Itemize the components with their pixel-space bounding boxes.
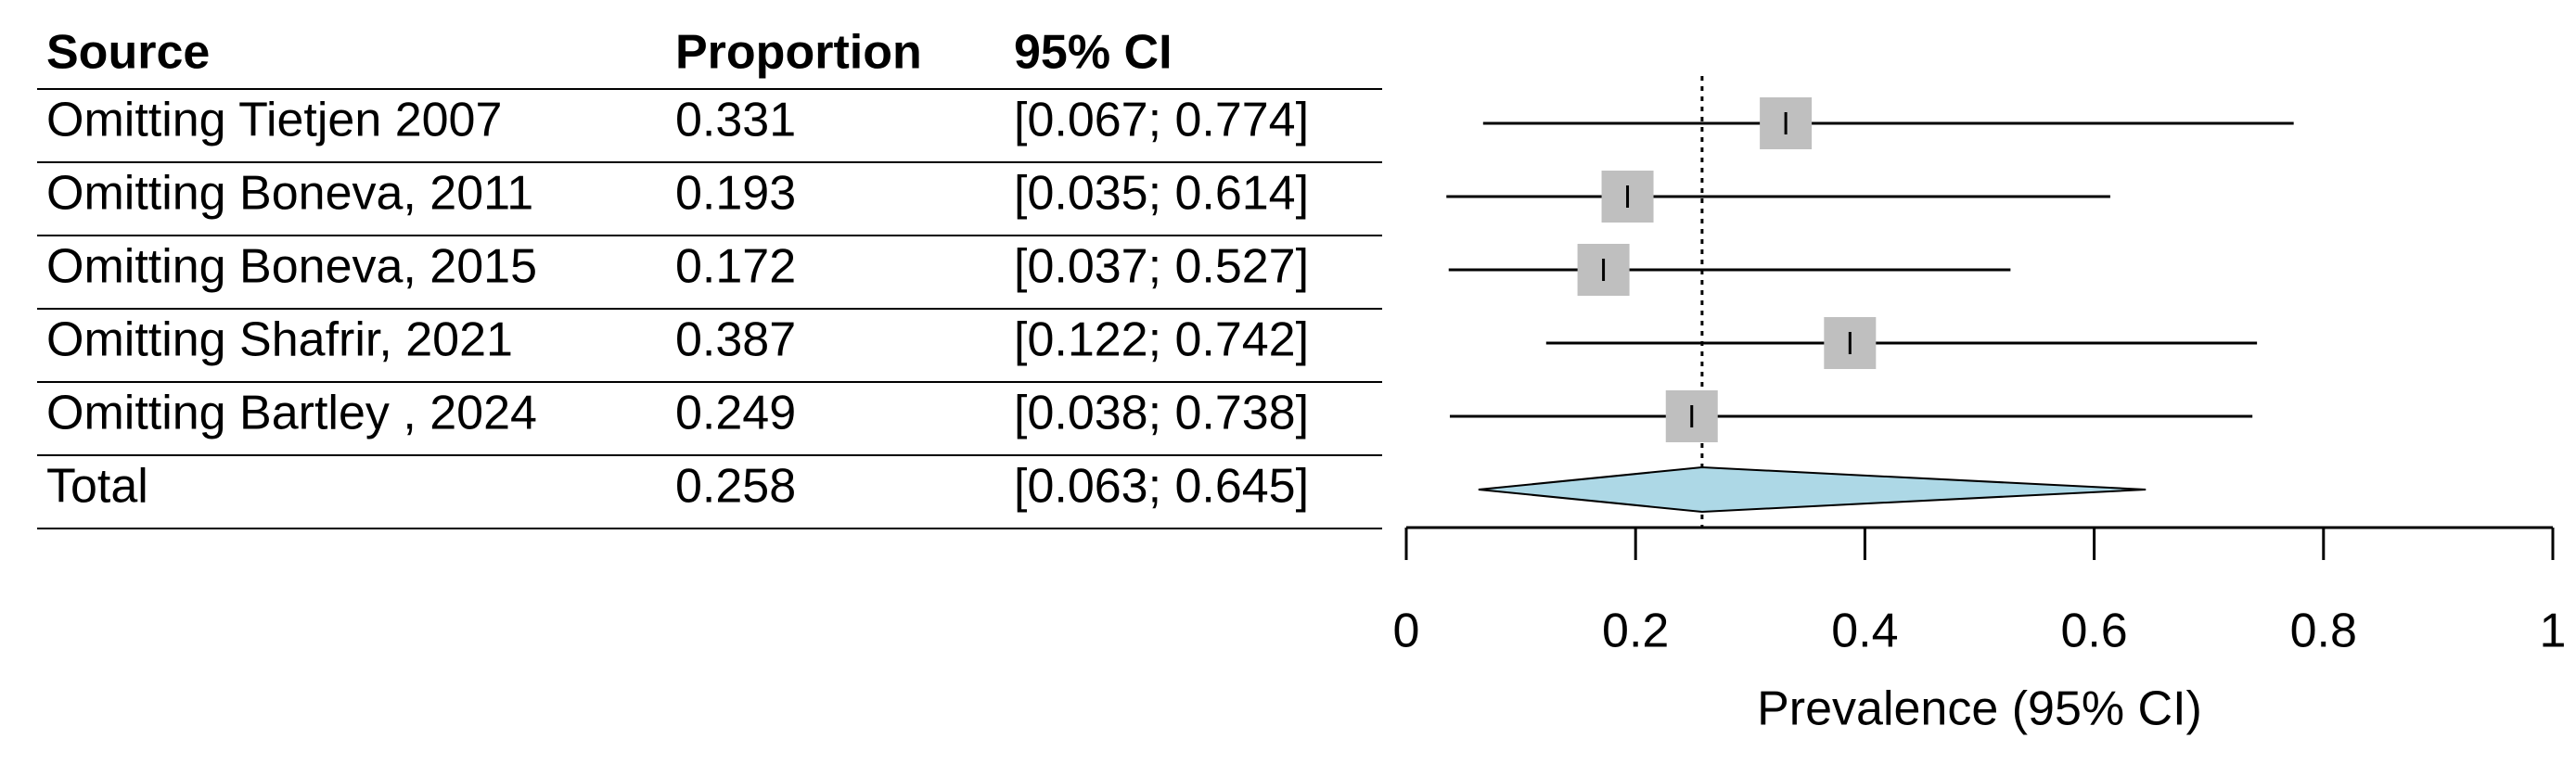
summary-diamond [1478,465,2147,514]
x-tick-label: 0.8 [2290,605,2357,658]
ci-label: [0.037; 0.527] [1014,240,1309,294]
proportion-label: 0.249 [675,387,796,440]
proportion-label: 0.193 [675,167,796,221]
source-label: Omitting Tietjen 2007 [46,94,502,147]
ci-label: [0.035; 0.614] [1014,167,1309,221]
ci-label: [0.063; 0.645] [1014,460,1309,514]
source-label: Omitting Boneva, 2011 [46,167,533,221]
x-tick-label: 0 [1393,605,1420,658]
proportion-label: 0.331 [675,94,796,147]
header: Proportion [675,26,922,80]
proportion-label: 0.172 [675,240,796,294]
proportion-label: 0.387 [675,313,796,367]
ci-label: [0.067; 0.774] [1014,94,1309,147]
x-tick-label: 0.4 [1831,605,1898,658]
ci-label: [0.038; 0.738] [1014,387,1309,440]
header: 95% CI [1014,26,1173,80]
header: Source [46,26,210,80]
source-label: Omitting Shafrir, 2021 [46,313,513,367]
x-tick-label: 0.2 [1602,605,1669,658]
x-tick-label: 1 [2540,605,2567,658]
source-label: Total [46,460,148,514]
x-tick-label: 0.6 [2060,605,2127,658]
source-label: Omitting Boneva, 2015 [46,240,537,294]
source-label: Omitting Bartley , 2024 [46,387,537,440]
x-axis-label: Prevalence (95% CI) [1757,682,2202,736]
ci-label: [0.122; 0.742] [1014,313,1309,367]
proportion-label: 0.258 [675,460,796,514]
